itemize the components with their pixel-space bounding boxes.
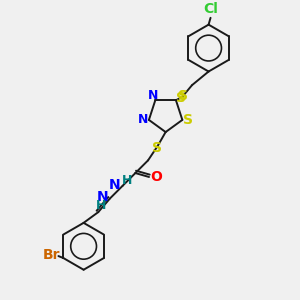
Text: H: H — [96, 199, 106, 212]
Text: N: N — [148, 89, 158, 102]
Text: N: N — [109, 178, 121, 192]
Text: N: N — [96, 190, 108, 205]
Text: Cl: Cl — [203, 2, 218, 16]
Text: S: S — [183, 113, 193, 127]
Text: S: S — [178, 89, 188, 103]
Text: S: S — [176, 91, 186, 105]
Text: O: O — [150, 170, 162, 184]
Text: S: S — [152, 141, 162, 155]
Text: H: H — [122, 174, 133, 188]
Text: N: N — [138, 113, 148, 126]
Text: Br: Br — [43, 248, 60, 262]
